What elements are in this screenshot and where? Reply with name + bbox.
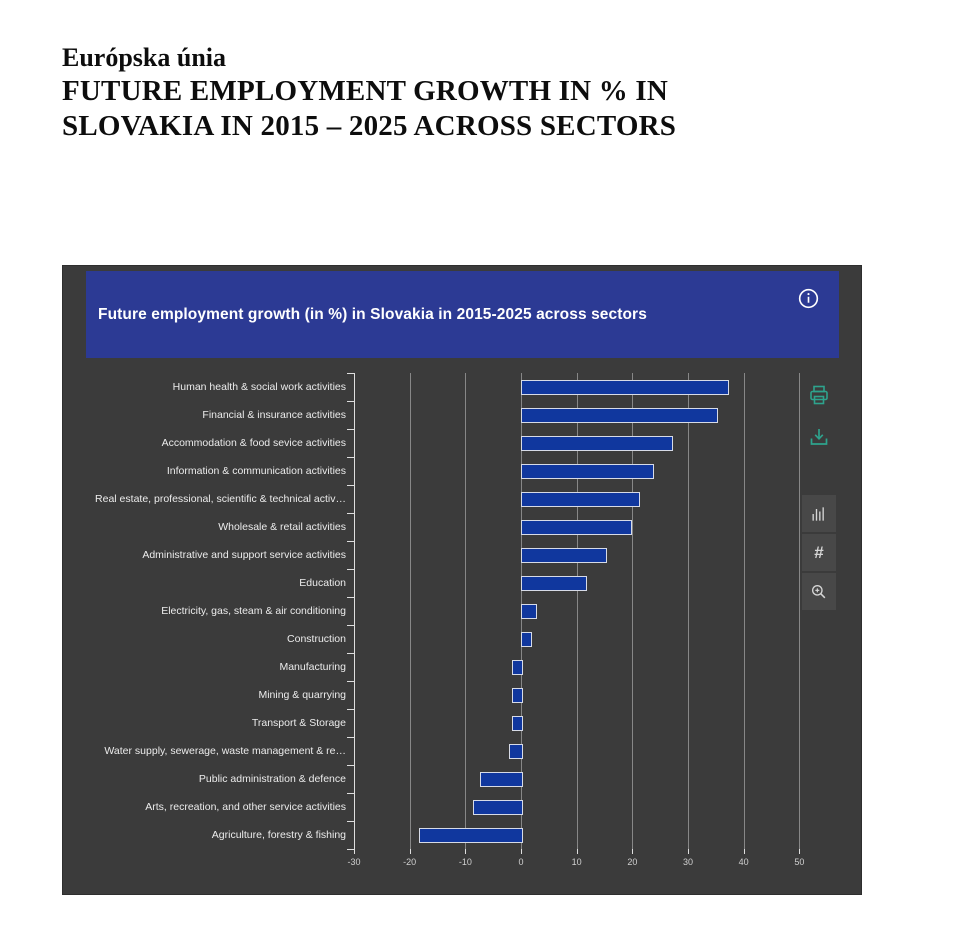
gridline (688, 373, 689, 849)
category-axis-tick (347, 485, 354, 486)
category-label: Financial & insurance activities (202, 409, 346, 421)
chart-titlebar: Future employment growth (in %) in Slova… (86, 271, 839, 358)
print-icon[interactable] (807, 383, 831, 407)
x-axis-tick-label: -30 (347, 857, 361, 867)
hash-glyph: # (814, 542, 824, 562)
info-icon[interactable] (797, 287, 820, 310)
bar[interactable] (521, 491, 640, 507)
category-axis-tick (347, 625, 354, 626)
document-subtitle: Európska únia (62, 43, 227, 72)
category-label: Public administration & defence (198, 773, 346, 785)
category-label: Administrative and support service activ… (142, 549, 346, 561)
bar[interactable] (509, 743, 523, 759)
bar[interactable] (521, 631, 533, 647)
bar[interactable] (521, 435, 674, 451)
category-label: Agriculture, forestry & fishing (211, 829, 346, 841)
bar[interactable] (479, 771, 523, 787)
category-label: Real estate, professional, scientific & … (95, 493, 346, 505)
category-axis-tick (347, 849, 354, 850)
bar[interactable] (521, 379, 729, 395)
x-axis-tick (743, 849, 745, 854)
gridline (799, 373, 801, 849)
category-axis-tick (347, 429, 354, 430)
category-axis-tick (347, 793, 354, 794)
bar-chart-glyph (812, 506, 824, 521)
download-icon[interactable] (807, 425, 831, 449)
x-axis-tick (409, 849, 411, 854)
bar[interactable] (472, 799, 523, 815)
category-axis-tick (347, 653, 354, 654)
category-axis-tick (347, 373, 354, 374)
category-axis-tick (347, 737, 354, 738)
category-label: Wholesale & retail activities (218, 521, 346, 533)
category-axis-tick (347, 401, 354, 402)
category-axis-tick (347, 513, 354, 514)
category-axis-tick (347, 569, 354, 570)
chart-toolbar: # (802, 495, 836, 610)
bar[interactable] (419, 827, 523, 843)
category-axis-tick (347, 541, 354, 542)
hash-icon[interactable]: # (802, 534, 836, 571)
bar[interactable] (512, 659, 523, 675)
x-axis-tick (799, 849, 801, 854)
category-label: Accommodation & food sevice activities (161, 437, 346, 449)
x-axis-tick (465, 849, 467, 854)
zoom-in-icon[interactable] (802, 573, 836, 610)
chart-title: Future employment growth (in %) in Slova… (98, 305, 647, 323)
x-axis-tick (353, 849, 355, 854)
x-axis-tick (632, 849, 634, 854)
document-title-line2: SLOVAKIA IN 2015 – 2025 ACROSS SECTORS (62, 110, 677, 142)
x-axis-tick-label: 10 (571, 857, 582, 867)
category-axis-tick (347, 821, 354, 822)
bar[interactable] (521, 575, 588, 591)
category-label: Water supply, sewerage, waste management… (104, 745, 346, 757)
document-heading: Európska únia FUTURE EMPLOYMENT GROWTH I… (62, 42, 676, 144)
category-axis-tick (347, 681, 354, 682)
x-axis-tick-label: -20 (403, 857, 417, 867)
category-label: Arts, recreation, and other service acti… (145, 801, 346, 813)
x-axis-tick-label: 0 (518, 857, 524, 867)
category-axis-tick (347, 597, 354, 598)
x-axis-tick-label: 50 (794, 857, 805, 867)
bar[interactable] (521, 519, 632, 535)
category-label: Electricity, gas, steam & air conditioni… (161, 605, 346, 617)
category-axis-tick (347, 709, 354, 710)
bar[interactable] (521, 407, 718, 423)
category-label: Human health & social work activities (172, 381, 346, 393)
x-axis-tick-label: 30 (682, 857, 694, 867)
gridline (632, 373, 634, 849)
bar[interactable] (521, 603, 537, 619)
x-axis-tick-label: 20 (627, 857, 638, 867)
bar-chart-icon[interactable] (802, 495, 836, 532)
bar[interactable] (512, 715, 523, 731)
x-axis-tick (576, 849, 578, 854)
gridline (576, 373, 578, 849)
x-axis-tick (521, 849, 522, 854)
gridline (409, 373, 411, 849)
category-axis-tick (347, 457, 354, 458)
category-label: Construction (287, 633, 346, 645)
gridline (465, 373, 467, 849)
category-axis (354, 373, 355, 849)
bar[interactable] (521, 463, 654, 479)
x-axis-tick (688, 849, 689, 854)
category-label: Transport & Storage (251, 717, 346, 729)
bar[interactable] (512, 687, 523, 703)
x-axis-tick-label: 40 (738, 857, 749, 867)
gridline (743, 373, 745, 849)
zoom-glyph (812, 584, 826, 598)
bar-chart-plot: -30 -20 -10 0 10 20 30 40 50 Human health & socia… (63, 266, 863, 896)
x-axis-tick-label: -10 (458, 857, 472, 867)
category-label: Manufacturing (279, 661, 346, 673)
category-label: Information & communication activities (166, 465, 346, 477)
chart-panel: Future employment growth (in %) in Slova… (62, 265, 862, 895)
bar[interactable] (521, 547, 607, 563)
category-axis-tick (347, 765, 354, 766)
category-label: Education (299, 577, 346, 589)
document-title-line1: FUTURE EMPLOYMENT GROWTH IN % IN (62, 75, 669, 107)
category-label: Mining & quarrying (258, 689, 346, 701)
